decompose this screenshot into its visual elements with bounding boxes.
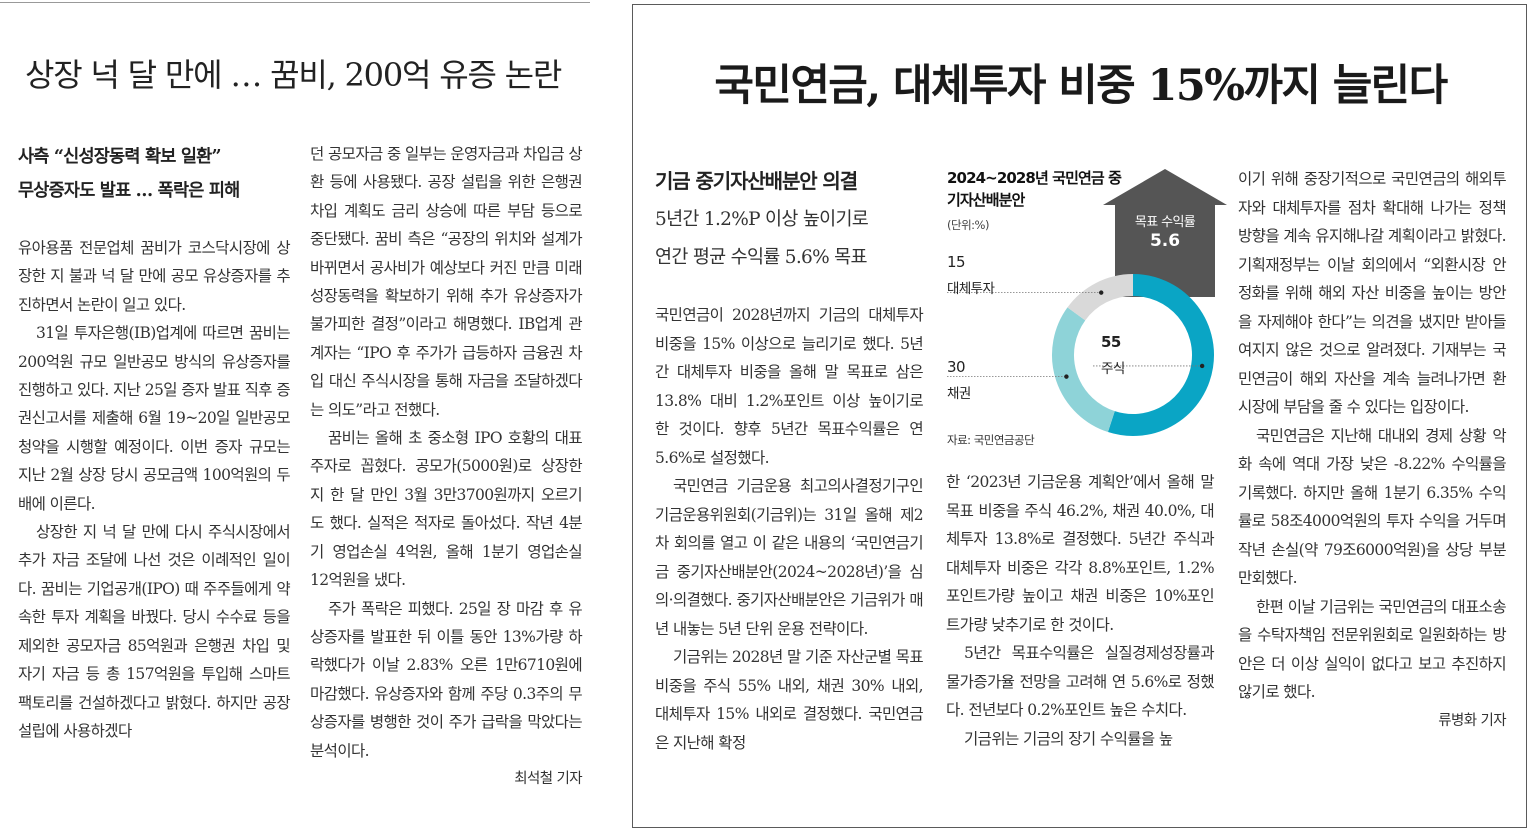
leader-dot-대체투자: [1099, 290, 1104, 295]
leader-dot-주식: [1199, 363, 1205, 369]
paragraph: 5년간 목표수익률은 실질경제성장률과 물가증가율 전망을 고려해 연 5.6%…: [946, 644, 1215, 719]
chart-unit: (단위:%): [947, 218, 989, 232]
paragraph: 던 공모자금 중 일부는 운영자금과 차입금 상환 등에 사용됐다. 공장 설립…: [310, 145, 583, 419]
target-return-value: 5.6: [1149, 231, 1181, 251]
right-column-1: 국민연금이 2028년까지 기금의 대체투자 비중을 15% 이상으로 늘리기로…: [655, 301, 924, 757]
paragraph: 한 ‘2023년 기금운용 계획안’에서 올해 말 목표 비중을 주식 46.2…: [946, 473, 1215, 634]
target-arrow: [1103, 169, 1227, 297]
left-subhead-2: 무상증자도 발표 … 폭락은 피해: [18, 181, 240, 201]
left-subheads: 사측 “신성장동력 확보 일환” 무상증자도 발표 … 폭락은 피해: [18, 140, 290, 208]
right-subhead-1: 기금 중기자산배분안 의결: [655, 169, 858, 193]
leader-dot-채권: [1064, 374, 1069, 379]
right-column-2: 한 ‘2023년 기금운용 계획안’에서 올해 말 목표 비중을 주식 46.2…: [946, 468, 1215, 753]
paragraph: 주가 폭락은 피했다. 25일 장 마감 후 유상증자를 발표한 뒤 이틀 동안…: [310, 599, 583, 760]
right-headline: 국민연금, 대체투자 비중 15%까지 늘린다: [714, 61, 1448, 111]
paragraph: 31일 투자은행(IB)업계에 따르면 꿈비는 200억원 규모 일반공모 방식…: [18, 324, 291, 513]
bond-value: 30: [947, 358, 966, 376]
left-subhead-1: 사측 “신성장동력 확보 일환”: [18, 147, 222, 167]
alt-invest-label: 대체투자: [947, 281, 995, 297]
right-subhead-2: 5년간 1.2%P 이상 높이기로: [655, 209, 869, 230]
paragraph: 기금위는 2028년 말 기준 자산군별 목표 비중을 주식 55% 내외, 채…: [655, 648, 924, 752]
left-byline: 최석철 기자: [514, 770, 582, 787]
paragraph: 유아용품 전문업체 꿈비가 코스닥시장에 상장한 지 불과 넉 달 만에 공모 …: [18, 239, 291, 314]
chart-canvas: [947, 169, 1227, 436]
left-headline: 상장 넉 달 만에 … 꿈비, 200억 유증 논란: [25, 56, 562, 94]
stock-value: 55: [1101, 333, 1121, 351]
target-return-label: 목표 수익률: [1134, 215, 1196, 230]
left-column-2: 던 공모자금 중 일부는 운영자금과 차입금 상환 등에 사용됐다. 공장 설립…: [310, 140, 583, 793]
paragraph: 국민연금 기금운용 최고의사결정기구인 기금운용위원회(기금위)는 31일 올해…: [655, 477, 924, 638]
paragraph: 한편 이날 기금위는 국민연금의 대표소송을 수탁자책임 전문위원회로 일원화하…: [1238, 597, 1507, 702]
right-article: 국민연금, 대체투자 비중 15%까지 늘린다 기금 중기자산배분안 의결 5년…: [632, 4, 1527, 828]
paragraph: 꿈비는 올해 초 중소형 IPO 호황의 대표 주자로 꼽혔다. 공모가(500…: [310, 429, 583, 590]
right-column-3: 이기 위해 중장기적으로 국민연금의 해외투자와 대체투자를 점차 확대해 나가…: [1238, 165, 1507, 735]
chart-title: 2024~2028년 국민연금 중기자산배분안: [947, 169, 1122, 209]
paragraph: 국민연금은 지난해 대내외 경제 상황 악화 속에 역대 가장 낮은 -8.22…: [1238, 426, 1507, 588]
paragraph: 이기 위해 중장기적으로 국민연금의 해외투자와 대체투자를 점차 확대해 나가…: [1238, 170, 1507, 416]
chart-source: 자료: 국민연금공단: [947, 433, 1035, 447]
right-subhead-3: 연간 평균 수익률 5.6% 목표: [655, 247, 868, 268]
right-byline: 류병화 기자: [1438, 712, 1506, 729]
asset-allocation-chart: 2024~2028년 국민연금 중기자산배분안 (단위:%) 목표 수익률 5.…: [943, 165, 1228, 455]
left-article: 상장 넉 달 만에 … 꿈비, 200억 유증 논란 사측 “신성장동력 확보 …: [0, 0, 605, 833]
bond-label: 채권: [947, 386, 971, 402]
stock-label: 주식: [1101, 361, 1125, 377]
paragraph: 기금위는 기금의 장기 수익률을 높: [964, 729, 1173, 748]
paragraph: 국민연금이 2028년까지 기금의 대체투자 비중을 15% 이상으로 늘리기로…: [655, 306, 924, 467]
donut-segment-주식: [1107, 274, 1214, 436]
top-divider: [0, 2, 590, 3]
paragraph: 상장한 지 넉 달 만에 다시 주식시장에서 추가 자금 조달에 나선 것은 이…: [18, 523, 291, 740]
alt-invest-value: 15: [947, 253, 966, 271]
donut-segment-대체투자: [1067, 274, 1134, 321]
left-column-1: 사측 “신성장동력 확보 일환” 무상증자도 발표 … 폭락은 피해 유아용품 …: [18, 140, 291, 745]
